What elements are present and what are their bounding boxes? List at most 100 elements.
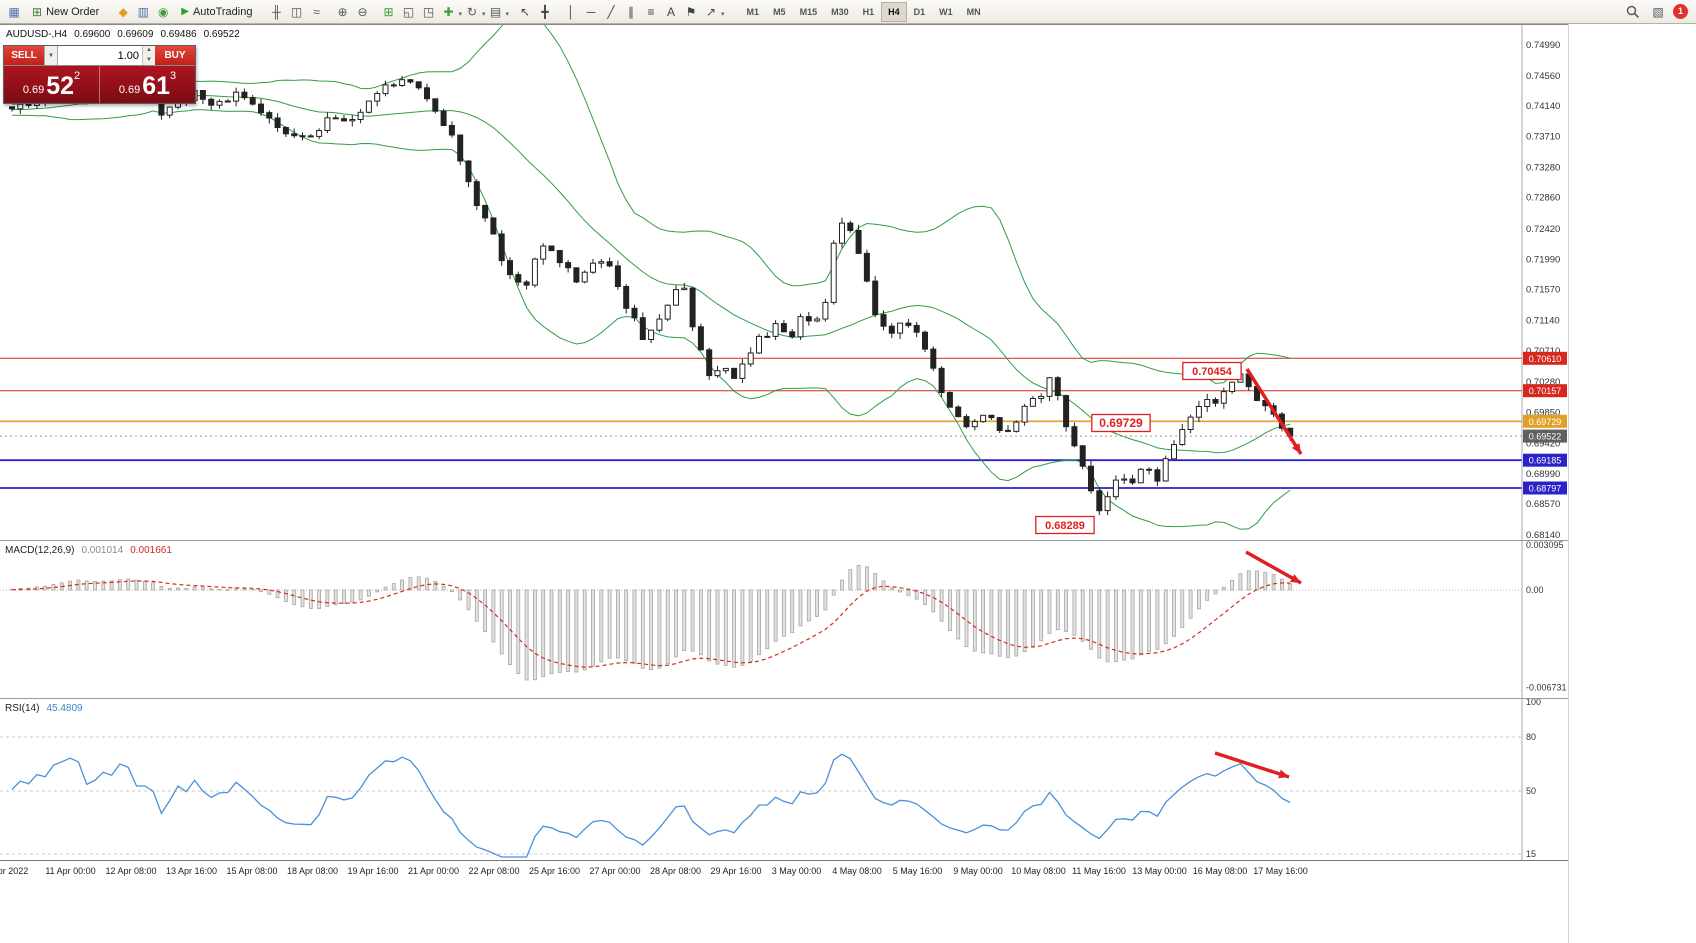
svg-text:0.68570: 0.68570 xyxy=(1526,499,1560,510)
bid-ask-display: 0.69 52 2 0.69 61 3 xyxy=(4,66,195,103)
ohlc-high: 0.69609 xyxy=(117,29,154,40)
time-axis-label: 27 Apr 00:00 xyxy=(589,866,641,876)
ohlc-close: 0.69522 xyxy=(203,29,240,40)
rsi-chart[interactable]: 100 80 50 15 xyxy=(0,699,1568,861)
time-axis-label: 15 Apr 08:00 xyxy=(226,866,278,876)
svg-text:0.68990: 0.68990 xyxy=(1526,469,1560,480)
time-axis-label: 17 May 16:00 xyxy=(1253,866,1308,876)
sell-price[interactable]: 0.69 52 2 xyxy=(4,66,99,103)
buy-price[interactable]: 0.69 61 3 xyxy=(99,66,195,103)
macd-value-main: 0.001014 xyxy=(81,545,124,556)
toolbar: ▦ ⊞ New Order ◆ ▥ ◉ ▶ AutoTrading ╫ ◫ ≈ ⊕ ⊖ ⊞ ◱ ◳… xyxy=(0,0,1696,24)
cascade-windows-icon[interactable]: ◱ xyxy=(402,4,415,19)
timeframe-d1[interactable]: D1 xyxy=(913,6,926,17)
svg-text:0.74990: 0.74990 xyxy=(1526,40,1560,51)
svg-text:0.68289: 0.68289 xyxy=(1045,520,1085,532)
svg-text:0.72860: 0.72860 xyxy=(1526,192,1560,203)
arrows-icon[interactable]: ↗ xyxy=(706,4,717,19)
rsi-panel: RSI(14) 45.4809 100 80 50 15 xyxy=(0,698,1568,861)
timeframe-m5[interactable]: M5 xyxy=(773,6,786,17)
zoom-out-icon[interactable]: ⊖ xyxy=(357,4,368,19)
symbol-period: AUDUSD-,H4 xyxy=(6,29,68,40)
autotrading-button[interactable]: ▶ AutoTrading xyxy=(174,3,259,21)
new-chart-icon[interactable]: ✚ xyxy=(443,4,454,19)
sell-price-small: 0.69 xyxy=(22,84,45,96)
candlestick-chart[interactable]: 0.74990 0.74560 0.74140 0.73710 0.73280 0.728… xyxy=(0,25,1568,541)
market-watch-icon[interactable]: ▥ xyxy=(137,4,149,19)
charts-menu-icon[interactable]: ▦ xyxy=(8,4,20,19)
volume-stepper[interactable]: ▲ ▼ xyxy=(142,46,155,65)
time-axis-label: 5 May 16:00 xyxy=(892,866,943,876)
autotrading-play-icon: ▶ xyxy=(181,6,189,17)
new-order-label: New Order xyxy=(46,5,100,18)
timeframe-m1[interactable]: M1 xyxy=(746,6,760,17)
vertical-line-icon[interactable]: │ xyxy=(567,4,575,19)
svg-text:0.70157: 0.70157 xyxy=(1529,386,1562,396)
macd-panel: MACD(12,26,9) 0.001014 0.001661 0.003095… xyxy=(0,540,1568,699)
buy-button[interactable]: BUY xyxy=(155,46,195,65)
cursor-icon[interactable]: ↖ xyxy=(520,4,531,19)
bar-chart-icon[interactable]: ╫ xyxy=(272,4,281,19)
time-axis-label: 28 Apr 08:00 xyxy=(649,866,702,876)
horizontal-line-icon[interactable]: ─ xyxy=(586,4,596,19)
dropdown-caret-icon[interactable]: ▾ xyxy=(721,10,725,18)
time-axis-label: 22 Apr 08:00 xyxy=(468,866,520,876)
timeframe-w1[interactable]: W1 xyxy=(939,6,953,17)
zoom-in-icon[interactable]: ⊕ xyxy=(337,4,348,19)
dropdown-caret-icon[interactable]: ▾ xyxy=(482,10,486,18)
line-chart-icon[interactable]: ≈ xyxy=(313,4,320,19)
timeframe-m30[interactable]: M30 xyxy=(831,6,849,17)
timeframe-h4[interactable]: H4 xyxy=(881,1,907,22)
autotrading-label: AutoTrading xyxy=(192,5,253,18)
arrange-windows-icon[interactable]: ◳ xyxy=(422,4,435,19)
candlestick-chart-icon[interactable]: ◫ xyxy=(290,4,303,19)
dropdown-caret-icon[interactable]: ▾ xyxy=(458,10,462,18)
macd-chart[interactable]: 0.003095 0.00 -0.006731 xyxy=(0,541,1568,699)
svg-text:0.73280: 0.73280 xyxy=(1526,162,1560,173)
channel-icon[interactable]: ∥ xyxy=(628,4,635,19)
order-dropdown-caret-icon[interactable]: ▼ xyxy=(44,46,58,65)
new-order-icon: ⊞ xyxy=(32,4,43,19)
svg-text:0.74140: 0.74140 xyxy=(1526,101,1560,112)
svg-text:100: 100 xyxy=(1526,699,1541,707)
dropdown-caret-icon[interactable]: ▾ xyxy=(505,10,510,18)
data-window-icon[interactable]: ◉ xyxy=(158,4,169,19)
svg-text:0.68797: 0.68797 xyxy=(1529,484,1562,494)
svg-text:0.69850: 0.69850 xyxy=(1526,408,1560,419)
accounts-icon[interactable]: ◆ xyxy=(118,4,128,19)
time-axis-label: 18 Apr 08:00 xyxy=(286,866,339,876)
search-icon[interactable] xyxy=(1623,2,1643,22)
tile-windows-icon[interactable]: ⊞ xyxy=(383,4,394,19)
svg-text:0.73710: 0.73710 xyxy=(1526,132,1560,143)
timeframe-h1[interactable]: H1 xyxy=(862,6,875,17)
chart-template-icon[interactable]: ▤ xyxy=(489,4,502,19)
sell-button[interactable]: SELL xyxy=(4,46,44,65)
crosshair-icon[interactable]: ╋ xyxy=(541,4,549,19)
text-label-icon[interactable]: ⚑ xyxy=(685,4,697,19)
layout-icon[interactable]: ▧ xyxy=(1652,4,1664,19)
volume-up-icon[interactable]: ▲ xyxy=(146,47,152,53)
timeframe-m15[interactable]: M15 xyxy=(799,6,818,17)
timeframe-mn[interactable]: MN xyxy=(966,6,981,17)
chart-cycle-icon[interactable]: ↻ xyxy=(466,4,478,19)
svg-text:0.71990: 0.71990 xyxy=(1526,255,1560,266)
volume-down-icon[interactable]: ▼ xyxy=(146,56,152,63)
svg-text:0.74560: 0.74560 xyxy=(1526,71,1560,82)
svg-text:0.69729: 0.69729 xyxy=(1099,416,1143,430)
sell-price-big: 52 xyxy=(46,72,75,100)
trendline-icon[interactable]: ╱ xyxy=(607,4,615,19)
svg-text:0.70454: 0.70454 xyxy=(1192,366,1233,378)
new-order-button[interactable]: ⊞ New Order xyxy=(25,2,106,22)
svg-text:0.71140: 0.71140 xyxy=(1526,315,1560,326)
rsi-name: RSI(14) xyxy=(5,703,40,714)
volume-input[interactable] xyxy=(58,46,142,65)
one-click-trading-panel: SELL ▼ ▲▼ BUY 0.69 52 2 0.69 61 3 xyxy=(3,45,196,104)
svg-text:0.72420: 0.72420 xyxy=(1526,224,1560,235)
time-axis[interactable]: Apr 2022 11 Apr 00:00 12 Apr 08:00 13 Apr 1… xyxy=(0,860,1568,882)
time-axis-label: 11 Apr 00:00 xyxy=(45,866,96,876)
time-axis-label: 3 May 00:00 xyxy=(771,866,822,876)
text-icon[interactable]: A xyxy=(667,4,676,19)
notification-badge[interactable]: 1 xyxy=(1673,4,1688,19)
fibonacci-icon[interactable]: ≡ xyxy=(647,4,655,19)
time-axis-label: 9 May 00:00 xyxy=(953,866,1003,876)
